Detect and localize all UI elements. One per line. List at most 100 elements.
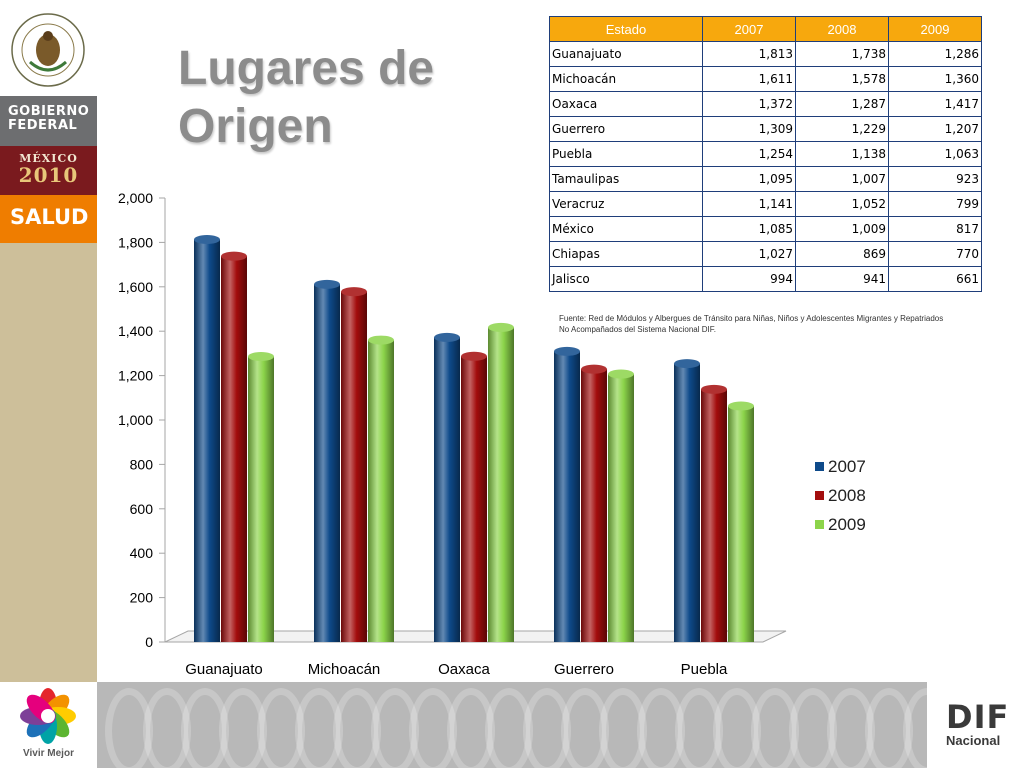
x-category-label: Puebla xyxy=(681,661,728,678)
bar-2009-guerrero xyxy=(608,374,634,642)
bar-cap-2007-guerrero xyxy=(554,346,580,356)
state-cell: Guerrero xyxy=(549,116,703,142)
table-row: Guerrero 1,309 1,229 1,207 xyxy=(549,116,982,142)
source-note: Fuente: Red de Módulos y Albergues de Tr… xyxy=(559,313,989,335)
value-cell: 1,027 xyxy=(702,241,796,267)
y-tick-label: 800 xyxy=(130,456,154,472)
value-cell: 1,578 xyxy=(795,66,889,92)
nacional-label: Nacional xyxy=(946,733,1001,748)
table-row: Oaxaca 1,372 1,287 1,417 xyxy=(549,91,982,117)
mexico-2010-banner xyxy=(0,146,97,195)
value-cell: 1,738 xyxy=(795,41,889,67)
value-cell: 1,254 xyxy=(702,141,796,167)
bar-cap-2009-guanajuato xyxy=(248,352,274,362)
value-cell: 1,063 xyxy=(888,141,982,167)
bar-cap-2008-guanajuato xyxy=(221,251,247,261)
bar-2008-oaxaca xyxy=(461,356,487,642)
gobierno-line: GOBIERNO xyxy=(8,104,90,119)
value-cell: 1,286 xyxy=(888,41,982,67)
x-category-label: Oaxaca xyxy=(438,661,490,678)
bar-2007-puebla xyxy=(674,363,700,642)
state-cell: Michoacán xyxy=(549,66,703,92)
legend-label: 2009 xyxy=(828,514,866,534)
bar-cap-2009-oaxaca xyxy=(488,322,514,332)
bar-2007-oaxaca xyxy=(434,337,460,642)
bar-2008-guerrero xyxy=(581,369,607,642)
y-tick-label: 200 xyxy=(130,590,154,606)
dif-logo-panel xyxy=(927,682,1024,768)
salud-banner xyxy=(0,195,97,243)
legend-label: 2008 xyxy=(828,485,866,505)
state-cell: Puebla xyxy=(549,141,703,167)
legend-item: 2007 xyxy=(815,452,866,481)
value-cell: 1,813 xyxy=(702,41,796,67)
state-cell: México xyxy=(549,216,703,242)
value-cell: 1,309 xyxy=(702,116,796,142)
y-tick-label: 1,200 xyxy=(118,368,153,384)
value-cell: 1,138 xyxy=(795,141,889,167)
bar-cap-2008-michoacán xyxy=(341,287,367,297)
table-row: Jalisco 994 941 661 xyxy=(549,266,982,292)
bar-cap-2007-oaxaca xyxy=(434,332,460,342)
bar-cap-2007-michoacán xyxy=(314,279,340,289)
bar-2009-guanajuato xyxy=(248,356,274,642)
legend-label: 2007 xyxy=(828,456,866,476)
title-line-1: Lugares de xyxy=(178,42,435,95)
value-cell: 1,417 xyxy=(888,91,982,117)
header-estado: Estado xyxy=(549,16,703,42)
bar-cap-2008-guerrero xyxy=(581,364,607,374)
table-row: Tamaulipas 1,095 1,007 923 xyxy=(549,166,982,192)
table-row: México 1,085 1,009 817 xyxy=(549,216,982,242)
value-cell: 1,009 xyxy=(795,216,889,242)
y-tick-label: 0 xyxy=(145,634,153,650)
origin-data-table: Estado 2007 2008 2009 Guanajuato 1,813 1,7… xyxy=(549,16,982,292)
legend-swatch xyxy=(815,491,824,500)
chart-legend: 2007 2008 2009 xyxy=(815,452,866,539)
header-2007: 2007 xyxy=(702,16,796,42)
value-cell: 1,052 xyxy=(795,191,889,217)
y-tick-label: 2,000 xyxy=(118,190,153,206)
y-tick-label: 1,400 xyxy=(118,323,153,339)
decorative-footer-band xyxy=(97,682,927,768)
table-row: Puebla 1,254 1,138 1,063 xyxy=(549,141,982,167)
mexico-year: 2010 xyxy=(18,163,79,187)
bar-2007-michoacán xyxy=(314,284,340,642)
y-tick-label: 1,000 xyxy=(118,412,153,428)
table-header-row: Estado 2007 2008 2009 xyxy=(549,16,982,42)
bar-2007-guerrero xyxy=(554,351,580,642)
bar-2009-michoacán xyxy=(368,340,394,642)
header-2009: 2009 xyxy=(888,16,982,42)
header-2008: 2008 xyxy=(795,16,889,42)
legend-item: 2009 xyxy=(815,510,866,539)
vivir-mejor-label: Vivir Mejor xyxy=(23,748,74,759)
value-cell: 1,007 xyxy=(795,166,889,192)
table-row: Michoacán 1,611 1,578 1,360 xyxy=(549,66,982,92)
legend-swatch xyxy=(815,520,824,529)
value-cell: 1,229 xyxy=(795,116,889,142)
x-category-label: Guerrero xyxy=(554,661,614,678)
y-tick-label: 1,600 xyxy=(118,279,153,295)
value-cell: 1,611 xyxy=(702,66,796,92)
value-cell: 661 xyxy=(888,266,982,292)
value-cell: 1,287 xyxy=(795,91,889,117)
value-cell: 1,372 xyxy=(702,91,796,117)
legend-item: 2008 xyxy=(815,481,866,510)
gobierno-federal-banner xyxy=(0,96,97,146)
value-cell: 799 xyxy=(888,191,982,217)
bar-2007-guanajuato xyxy=(194,239,220,642)
bar-2009-puebla xyxy=(728,406,754,642)
source-line-1: Fuente: Red de Módulos y Albergues de Tr… xyxy=(559,314,944,323)
value-cell: 1,360 xyxy=(888,66,982,92)
decorative-ring xyxy=(903,688,927,768)
value-cell: 817 xyxy=(888,216,982,242)
vivir-mejor-flower-icon xyxy=(20,688,76,744)
page-title: Lugares de Origen xyxy=(178,40,518,156)
mexico-label: MÉXICO xyxy=(19,152,78,165)
title-line-2: Origen xyxy=(178,100,333,153)
bar-2008-guanajuato xyxy=(221,256,247,642)
bar-cap-2008-puebla xyxy=(701,384,727,394)
national-seal-icon xyxy=(11,13,85,87)
vivir-mejor-panel xyxy=(0,682,97,768)
federal-line: FEDERAL xyxy=(8,118,78,133)
bar-2008-michoacán xyxy=(341,291,367,642)
